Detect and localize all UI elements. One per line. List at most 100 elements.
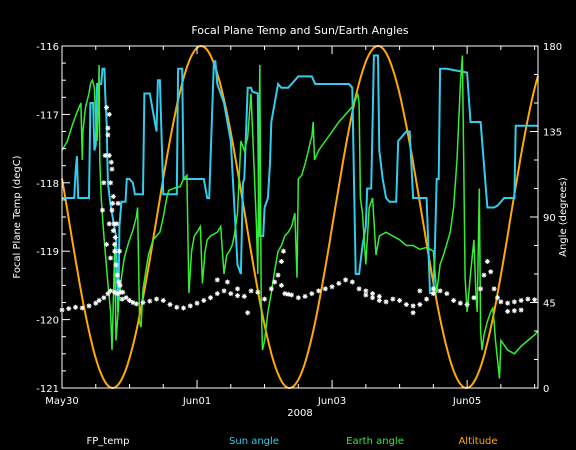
fp-temp-point-29 xyxy=(113,262,119,268)
fp-temp-point-112 xyxy=(471,295,477,301)
x-tick-label-1: Jun01 xyxy=(182,396,211,407)
fp-temp-point-12 xyxy=(100,207,106,213)
fp-temp-point-11 xyxy=(114,291,120,297)
fp-temp-point-122 xyxy=(518,297,524,303)
fp-temp-point-23 xyxy=(105,132,111,138)
fp-temp-point-109 xyxy=(410,310,416,316)
series-earth-angle-line xyxy=(61,55,539,379)
fp-temp-point-77 xyxy=(289,292,295,298)
fp-temp-point-102 xyxy=(424,296,430,302)
fp-temp-point-80 xyxy=(309,291,315,297)
fp-temp-point-19 xyxy=(109,166,115,172)
fp-temp-point-38 xyxy=(114,221,120,227)
y-left-tick-label-3: -119 xyxy=(36,247,59,258)
fp-temp-point-32 xyxy=(117,282,123,288)
y-left-tick-label-1: -117 xyxy=(36,110,59,121)
fp-temp-point-27 xyxy=(110,228,116,234)
fp-temp-point-61 xyxy=(228,291,234,297)
fp-temp-point-100 xyxy=(410,303,416,309)
fp-temp-point-85 xyxy=(329,284,335,290)
fp-temp-point-60 xyxy=(221,288,227,294)
y-right-tick-label-2: 90 xyxy=(543,213,556,224)
legend-fp-temp: FP_temp xyxy=(87,436,130,447)
fp-temp-point-123 xyxy=(525,296,531,302)
fp-temp-point-46 xyxy=(130,300,136,305)
fp-temp-point-54 xyxy=(181,305,187,311)
fp-temp-point-48 xyxy=(140,300,146,305)
fp-temp-point-104 xyxy=(437,288,443,294)
fp-temp-point-120 xyxy=(505,300,511,306)
fp-temp-point-17 xyxy=(106,221,112,227)
series-layer xyxy=(59,44,539,390)
y-right-tick-label-1: 45 xyxy=(543,299,556,310)
fp-temp-point-111 xyxy=(430,286,436,292)
x-tick-label-2: Jun03 xyxy=(317,396,346,407)
fp-temp-point-66 xyxy=(255,289,261,295)
fp-temp-point-44 xyxy=(123,295,129,301)
fp-temp-point-26 xyxy=(109,207,115,213)
fp-temp-point-49 xyxy=(147,298,153,304)
fp-temp-point-113 xyxy=(478,286,484,292)
fp-temp-point-119 xyxy=(498,299,504,305)
fp-temp-point-25 xyxy=(108,180,114,186)
fp-temp-point-13 xyxy=(101,180,107,186)
fp-temp-point-1 xyxy=(66,306,72,312)
fp-temp-point-28 xyxy=(112,248,118,254)
fp-temp-point-117 xyxy=(491,286,497,292)
fp-temp-point-51 xyxy=(160,297,166,303)
axes-layer: May30 Jun01 Jun03 Jun05 -116 -117 -118 -119 -120… xyxy=(36,42,562,407)
fp-temp-point-70 xyxy=(235,286,241,292)
fp-temp-point-107 xyxy=(457,300,463,306)
legend-sun-angle: Sun angle xyxy=(229,436,279,447)
fp-temp-point-76 xyxy=(285,291,291,297)
fp-temp-point-125 xyxy=(505,308,511,314)
fp-temp-point-53 xyxy=(174,304,180,310)
fp-temp-point-91 xyxy=(370,295,376,301)
fp-temp-point-103 xyxy=(430,291,436,297)
y-left-tick-label-4: -120 xyxy=(36,316,59,327)
fp-temp-point-89 xyxy=(356,286,362,292)
fp-temp-point-97 xyxy=(376,293,382,299)
fp-temp-point-74 xyxy=(278,282,284,288)
fp-temp-point-10 xyxy=(112,289,118,295)
fp-temp-point-127 xyxy=(518,307,524,313)
fp-temp-point-62 xyxy=(235,293,241,299)
fp-temp-point-90 xyxy=(363,292,369,298)
fp-temp-point-65 xyxy=(248,288,254,294)
legend-earth-angle: Earth angle xyxy=(346,436,404,447)
fp-temp-point-45 xyxy=(127,297,133,303)
fp-temp-point-34 xyxy=(108,159,114,165)
fp-temp-point-116 xyxy=(488,269,494,275)
fp-temp-point-126 xyxy=(511,308,517,314)
y-axis-right-label: Angle (degrees) xyxy=(558,177,569,257)
fp-temp-point-67 xyxy=(262,296,268,302)
fp-temp-point-37 xyxy=(112,235,118,241)
fp-temp-point-57 xyxy=(201,297,207,303)
fp-temp-point-52 xyxy=(167,302,173,308)
fp-temp-point-30 xyxy=(114,272,120,278)
fp-temp-point-115 xyxy=(484,258,490,264)
fp-temp-point-36 xyxy=(111,221,117,227)
fp-temp-point-86 xyxy=(336,280,342,286)
fp-temp-point-2 xyxy=(73,304,79,310)
fp-temp-point-118 xyxy=(494,295,500,301)
fp-temp-point-50 xyxy=(154,296,160,302)
fp-temp-point-96 xyxy=(370,291,376,297)
fp-temp-point-78 xyxy=(295,295,301,301)
legend: FP_temp Sun angle Earth angle Altitude xyxy=(87,436,498,447)
fp-temp-point-83 xyxy=(278,258,284,264)
fp-temp-point-69 xyxy=(224,279,230,285)
fp-temp-point-64 xyxy=(245,310,251,316)
series-altitude-line xyxy=(61,44,539,390)
fp-temp-point-8 xyxy=(105,291,111,297)
fp-temp-point-58 xyxy=(208,295,214,301)
fp-temp-point-33 xyxy=(106,111,112,117)
fp-temp-point-88 xyxy=(349,279,355,285)
y-axis-left-label: Focal Plane Temp (degC) xyxy=(12,155,23,278)
fp-temp-point-106 xyxy=(451,297,457,303)
fp-temp-point-18 xyxy=(108,255,114,261)
fp-temp-point-68 xyxy=(214,277,220,283)
fp-temp-point-3 xyxy=(79,305,85,311)
